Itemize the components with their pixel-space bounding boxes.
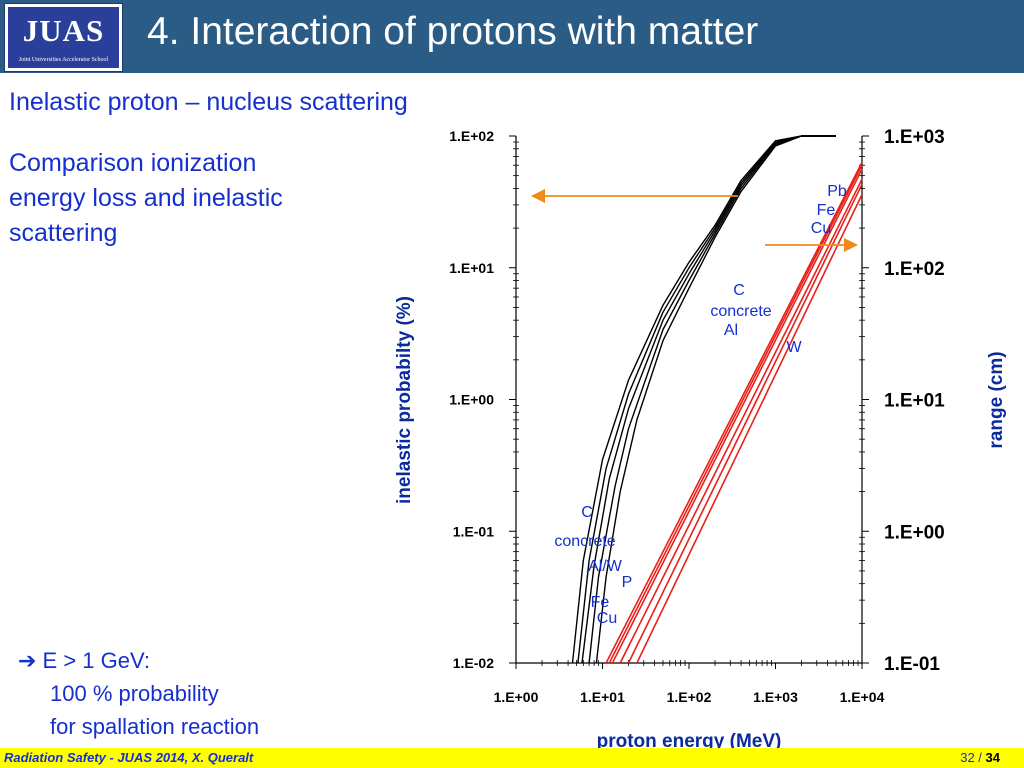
page-current: 32 [960, 750, 975, 765]
y-axis-label: inelastic probabilty (%) [394, 296, 415, 504]
logo-subtext: Joint Universities Accelerator School [18, 57, 109, 63]
y-right-tick-label: 1.E+03 [884, 127, 945, 148]
slide-subtitle: Inelastic proton – nucleus scattering [9, 88, 408, 116]
range-curve [605, 162, 863, 664]
material-label: Cu [811, 220, 831, 237]
bullet-point: ➔ E > 1 GeV: 100 % probability for spall… [18, 644, 259, 743]
x-tick-label: 1.E+02 [667, 689, 712, 705]
x-tick-label: 1.E+03 [753, 689, 798, 705]
probability-curve [595, 135, 836, 664]
material-label: Pb [827, 183, 847, 200]
y-axis-right-label: range (cm) [986, 351, 1007, 448]
footer-bar: Radiation Safety - JUAS 2014, X. Queralt… [0, 748, 1024, 768]
axis-arrows [531, 189, 858, 252]
probability-curve [588, 135, 836, 664]
probability-curve [577, 135, 836, 664]
material-label: C [581, 504, 593, 521]
material-label: Cu [597, 610, 617, 627]
footer-credit: Radiation Safety - JUAS 2014, X. Queralt [4, 750, 254, 765]
y-tick-label: 1.E-02 [453, 655, 494, 671]
header-bar: JUAS Joint Universities Accelerator Scho… [0, 0, 1024, 73]
page-separator: / [974, 750, 986, 765]
page-total: 34 [985, 750, 1000, 765]
material-label: concrete [710, 303, 771, 320]
y-right-tick-label: 1.E+02 [884, 259, 945, 280]
tick-labels: 1.E+00 1.E+01 1.E+02 1.E+03 1.E+04 1.E-02 1.E-… [449, 127, 945, 705]
right-arrow-head [844, 238, 858, 252]
plot-frame [515, 136, 863, 664]
material-label: W [786, 339, 802, 356]
x-tick-label: 1.E+01 [580, 689, 625, 705]
slide-title: 4. Interaction of protons with matter [147, 10, 759, 53]
bullet-line: 100 % probability [50, 681, 219, 706]
x-tick-label: 1.E+00 [494, 689, 539, 705]
material-label: Fe [591, 594, 610, 611]
bullet-line: for spallation reaction [50, 714, 260, 739]
series-curves [571, 135, 863, 664]
range-curve [627, 183, 863, 664]
page-number: 32 / 34 [960, 750, 1000, 765]
range-curve [619, 178, 863, 664]
comparison-line: scattering [9, 219, 118, 247]
material-label: concrete [554, 533, 615, 550]
left-arrow-head [531, 189, 545, 203]
material-label: C [733, 282, 745, 299]
probability-curve [581, 135, 836, 664]
y-tick-label: 1.E+02 [449, 128, 494, 144]
material-label: Fe [817, 202, 836, 219]
x-tick-label: 1.E+04 [840, 689, 885, 705]
material-label: Al/W [588, 558, 623, 575]
y-right-tick-label: 1.E-01 [884, 654, 940, 675]
x-axis-label: proton energy (MeV) [597, 731, 782, 752]
material-label: Al [724, 322, 738, 339]
logo-text: JUAS [22, 13, 105, 48]
y-tick-label: 1.E+00 [449, 392, 494, 408]
probability-curve [571, 135, 836, 664]
y-right-tick-label: 1.E+00 [884, 522, 945, 543]
y-tick-label: 1.E+01 [449, 260, 494, 276]
material-label: P [622, 574, 633, 591]
bullet-line: ➔ E > 1 GeV: [18, 648, 150, 673]
y-right-tick-label: 1.E+01 [884, 391, 945, 412]
comparison-line: energy loss and inelastic [9, 184, 283, 212]
comparison-text: Comparison ionization energy loss and in… [9, 146, 399, 251]
y-tick-label: 1.E-01 [453, 523, 494, 539]
juas-logo: JUAS Joint Universities Accelerator Scho… [4, 3, 123, 72]
range-curve [636, 194, 863, 664]
axis-ticks [509, 135, 869, 669]
comparison-line: Comparison ionization [9, 149, 257, 177]
range-curve [611, 168, 863, 664]
range-curve [608, 164, 863, 664]
